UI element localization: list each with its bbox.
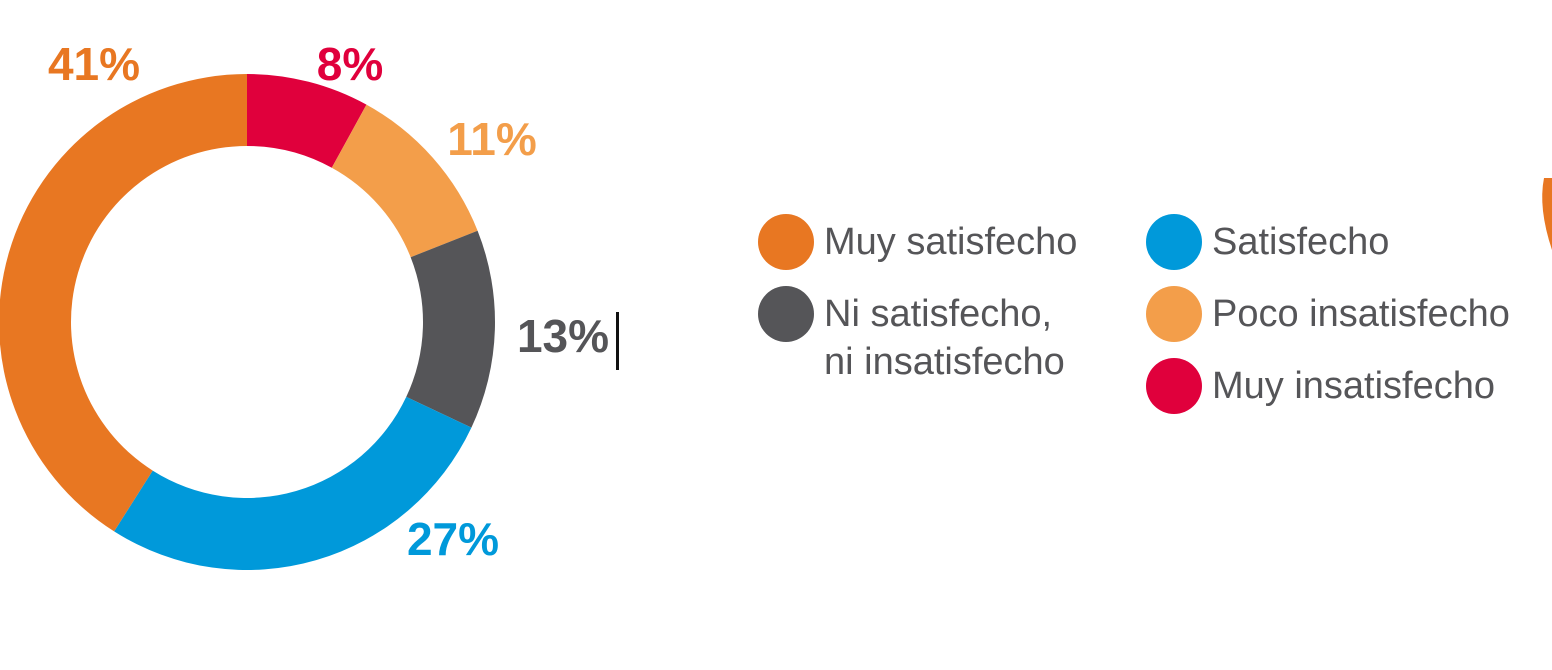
legend-item-ni-satisfecho: Ni satisfecho, ni insatisfecho [758, 286, 1146, 386]
data-label-2: 13% [517, 310, 609, 362]
chart-legend: Muy satisfecho Ni satisfecho, ni insatis… [758, 214, 1546, 414]
text-cursor [616, 312, 619, 370]
legend-label-muy-satisfecho: Muy satisfecho [824, 221, 1078, 263]
legend-label-ni-satisfecho-line1: Ni satisfecho, [824, 293, 1053, 335]
legend-swatch-muy-satisfecho [758, 214, 814, 270]
legend-swatch-ni-satisfecho [758, 286, 814, 342]
legend-label-ni-satisfecho: Ni satisfecho, ni insatisfecho [824, 286, 1065, 386]
legend-item-poco-insatisfecho: Poco insatisfecho [1146, 286, 1546, 342]
legend-item-muy-satisfecho: Muy satisfecho [758, 214, 1146, 270]
legend-item-muy-insatisfecho: Muy insatisfecho [1146, 358, 1546, 414]
donut-slice-1 [114, 396, 472, 570]
legend-label-ni-satisfecho-line2: ni insatisfecho [824, 341, 1065, 383]
data-label-4: 8% [317, 38, 383, 90]
legend-label-satisfecho: Satisfecho [1212, 221, 1390, 263]
partial-chart-edge [1542, 178, 1552, 250]
data-label-3: 11% [447, 113, 537, 165]
donut-slice-3 [331, 104, 478, 258]
donut-slice-4 [247, 74, 367, 168]
data-label-1: 27% [407, 513, 499, 565]
data-label-0: 41% [48, 38, 140, 90]
legend-column-left: Muy satisfecho Ni satisfecho, ni insatis… [758, 214, 1146, 414]
legend-item-satisfecho: Satisfecho [1146, 214, 1546, 270]
legend-label-muy-insatisfecho: Muy insatisfecho [1212, 365, 1496, 407]
legend-swatch-muy-insatisfecho [1146, 358, 1202, 414]
legend-label-poco-insatisfecho: Poco insatisfecho [1212, 293, 1510, 335]
legend-swatch-satisfecho [1146, 214, 1202, 270]
donut-slice-0 [0, 74, 247, 532]
legend-swatch-poco-insatisfecho [1146, 286, 1202, 342]
donut-slice-2 [406, 230, 495, 428]
legend-column-right: Satisfecho Poco insatisfecho Muy insatis… [1146, 214, 1546, 414]
